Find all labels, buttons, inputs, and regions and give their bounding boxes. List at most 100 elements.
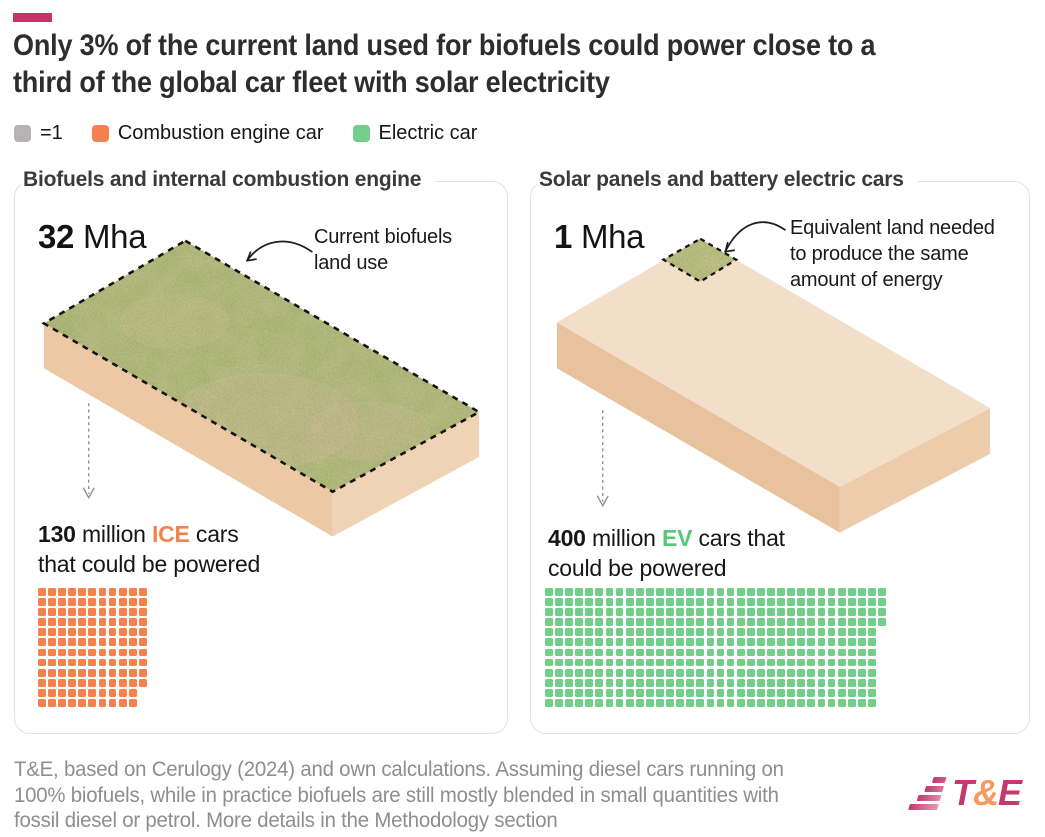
waffle-square (555, 638, 563, 647)
waffle-square (777, 658, 785, 667)
waffle-square (108, 608, 117, 616)
waffle-square (666, 648, 674, 657)
waffle-square (48, 618, 56, 627)
caption-line2: that could be powered (38, 551, 261, 577)
waffle-square (716, 598, 725, 606)
waffle-square (565, 588, 573, 596)
waffle-square (565, 618, 573, 627)
waffle-square (68, 699, 77, 707)
waffle-square (565, 598, 573, 606)
waffle-square (585, 678, 594, 687)
waffle-square (128, 588, 137, 596)
waffle-square (555, 678, 563, 687)
solar-annotation: Equivalent land needed to produce the sa… (790, 215, 995, 293)
waffle-square (138, 648, 147, 657)
waffle-square (625, 628, 634, 637)
waffle-square (118, 678, 127, 687)
waffle-square (565, 678, 573, 687)
waffle-square (98, 628, 107, 637)
waffle-square (847, 608, 856, 616)
waffle-square (746, 699, 755, 707)
waffle-square (777, 588, 785, 596)
waffle-square (868, 628, 876, 637)
waffle-square (605, 608, 614, 616)
waffle-square (108, 588, 117, 596)
waffle-square (128, 688, 137, 697)
waffle-square (78, 678, 87, 687)
down-arrow-icon (596, 410, 609, 508)
waffle-square (68, 608, 77, 616)
waffle-square (696, 668, 705, 677)
waffle-square (736, 598, 745, 606)
solar-dashed-outline (661, 237, 739, 283)
waffle-square (625, 638, 634, 647)
waffle-square (545, 678, 553, 687)
waffle-square (666, 688, 674, 697)
waffle-square (787, 658, 796, 667)
waffle-square (807, 598, 816, 606)
legend-item-unit: =1 (14, 122, 63, 145)
legend-swatch-unit-icon (14, 125, 31, 142)
waffle-square (787, 588, 796, 596)
waffle-square (716, 678, 725, 687)
waffle-square (777, 668, 785, 677)
grass-diamond-face (663, 238, 737, 282)
waffle-square (797, 608, 806, 616)
waffle-square (68, 618, 77, 627)
waffle-square (656, 678, 664, 687)
waffle-square (827, 618, 836, 627)
waffle-square (868, 598, 876, 606)
annotation-line: land use (314, 252, 389, 274)
waffle-square (676, 628, 685, 637)
waffle-square (88, 628, 97, 637)
waffle-square (635, 588, 644, 596)
waffle-square (827, 699, 836, 707)
waffle-square (575, 688, 584, 697)
waffle-square (138, 678, 147, 687)
waffle-square (108, 618, 117, 627)
waffle-square (817, 648, 826, 657)
solar-panel: Solar panels and battery electric cars (530, 168, 1030, 734)
waffle-square (645, 658, 654, 667)
waffle-square (817, 618, 826, 627)
waffle-square (666, 668, 674, 677)
legend-item-ev: Electric car (352, 122, 477, 145)
waffle-square (595, 648, 604, 657)
waffle-square (118, 628, 127, 637)
waffle-square (78, 608, 87, 616)
waffle-square (857, 699, 866, 707)
waffle-square (777, 598, 785, 606)
waffle-square (696, 699, 705, 707)
waffle-square (118, 638, 127, 647)
waffle-square (827, 688, 836, 697)
waffle-square (706, 648, 715, 657)
waffle-square (857, 608, 866, 616)
waffle-square (868, 608, 876, 616)
waffle-square (78, 658, 87, 667)
waffle-square (48, 699, 56, 707)
waffle-square (686, 699, 695, 707)
waffle-square (797, 658, 806, 667)
waffle-square (595, 678, 604, 687)
waffle-square (635, 648, 644, 657)
waffle-square (625, 608, 634, 616)
waffle-square (837, 678, 846, 687)
waffle-square (797, 628, 806, 637)
waffle-square (726, 598, 735, 606)
waffle-square (58, 668, 66, 677)
waffle-square (676, 678, 685, 687)
waffle-square (686, 648, 695, 657)
waffle-square (716, 658, 725, 667)
waffle-square (837, 638, 846, 647)
waffle-square (545, 688, 553, 697)
waffle-square (797, 678, 806, 687)
logo-bar (924, 786, 944, 792)
waffle-square (565, 628, 573, 637)
waffle-square (565, 608, 573, 616)
waffle-square (686, 618, 695, 627)
waffle-square (837, 588, 846, 596)
caption-value: 130 (38, 521, 76, 547)
legend-swatch-ice-icon (91, 125, 109, 142)
waffle-square (565, 688, 573, 697)
